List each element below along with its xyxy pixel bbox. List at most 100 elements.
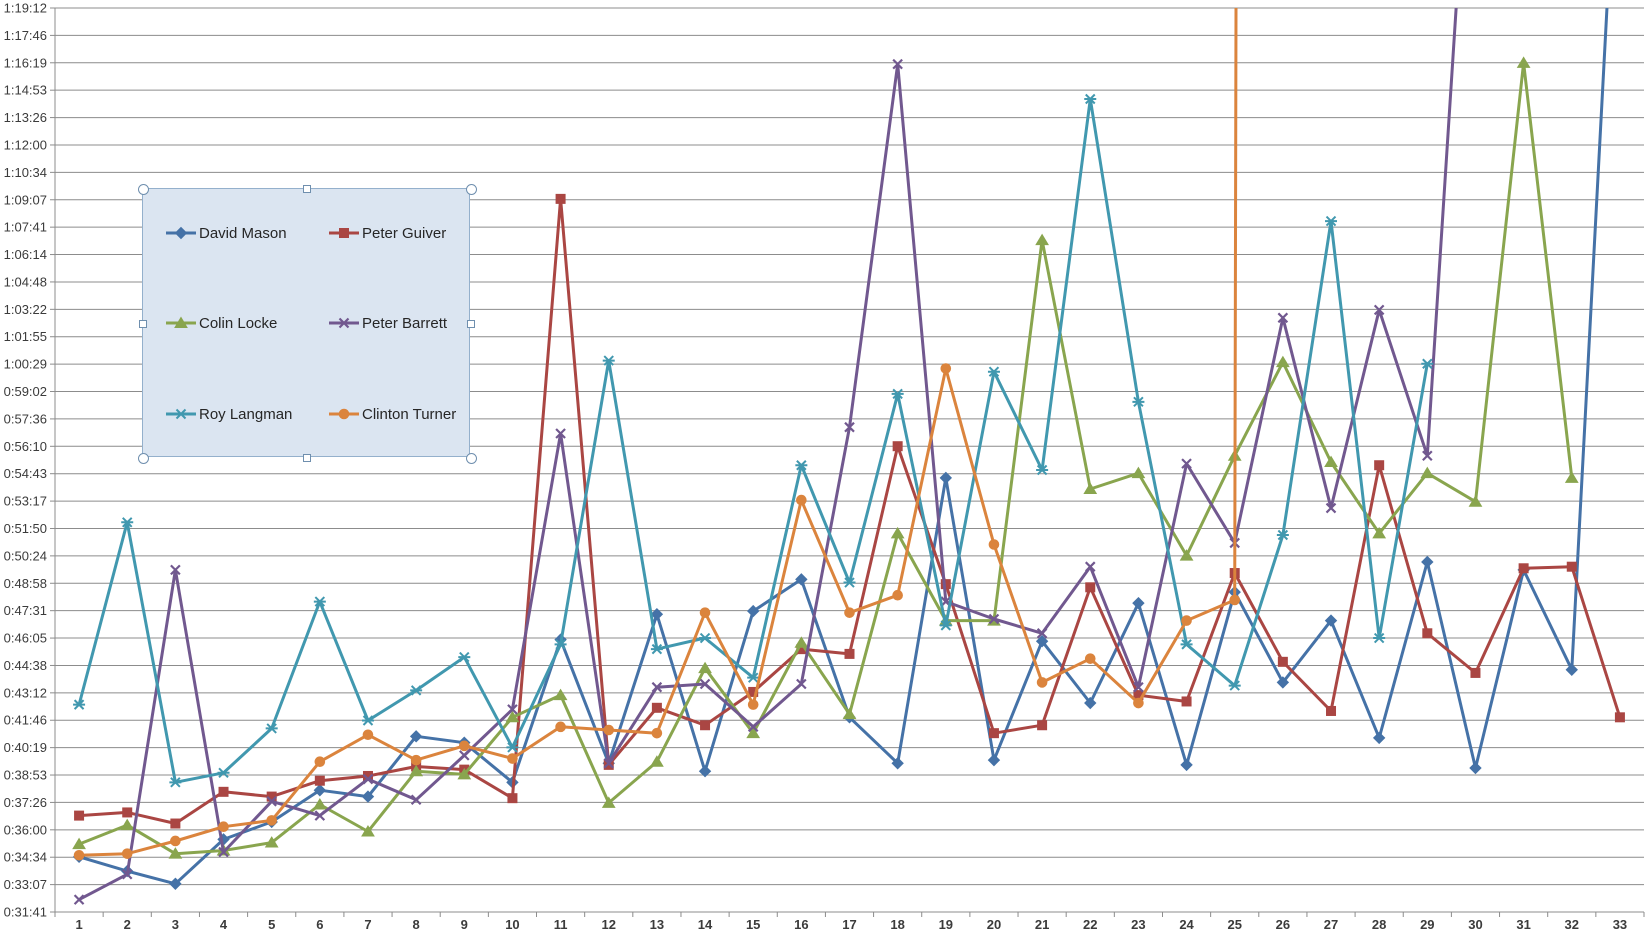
legend-entry-roy-langman[interactable]: Roy Langman — [166, 404, 292, 424]
legend-key-sample — [166, 226, 196, 240]
data-point-marker — [458, 740, 470, 752]
data-point-marker — [1372, 526, 1387, 539]
x-axis-label: 11 — [554, 917, 568, 932]
y-axis-label: 0:41:46 — [4, 713, 47, 728]
x-axis-label: 17 — [842, 917, 856, 932]
data-point-marker — [795, 573, 808, 586]
data-point-marker — [174, 226, 188, 240]
chart-legend[interactable]: David Mason Peter Guiver Colin Locke Peter … — [137, 183, 477, 464]
x-axis-label: 9 — [461, 917, 468, 932]
x-axis-label: 13 — [650, 917, 664, 932]
series-clinton-turner — [73, 8, 1241, 861]
legend-entry-peter-barrett[interactable]: Peter Barrett — [329, 313, 447, 333]
selection-handle[interactable] — [465, 183, 477, 195]
data-point-marker — [73, 849, 85, 861]
y-axis-label: 0:56:10 — [4, 439, 47, 454]
x-axis-label: 8 — [413, 917, 420, 932]
selection-handle[interactable] — [303, 454, 311, 462]
y-axis-label: 1:16:19 — [4, 55, 47, 70]
y-axis-label: 1:19:12 — [4, 1, 47, 16]
data-point-marker — [746, 726, 761, 739]
data-point-marker — [1326, 705, 1337, 716]
x-axis-label: 33 — [1613, 917, 1627, 932]
data-point-marker — [1084, 696, 1097, 710]
data-point-marker — [1133, 697, 1144, 709]
selection-handle[interactable] — [465, 452, 477, 464]
data-point-marker — [507, 753, 518, 764]
x-axis-label: 24 — [1179, 917, 1194, 932]
data-point-marker — [699, 607, 711, 618]
legend-entry-colin-locke[interactable]: Colin Locke — [166, 313, 277, 333]
x-axis-label: 25 — [1227, 917, 1241, 932]
data-point-marker — [361, 790, 375, 803]
data-point-marker — [457, 767, 472, 780]
x-axis-label: 6 — [316, 917, 323, 932]
data-point-marker — [1566, 561, 1577, 572]
y-axis-label: 0:47:31 — [4, 603, 47, 618]
y-axis-label: 0:54:43 — [4, 466, 47, 481]
data-point-marker — [1035, 635, 1049, 648]
y-axis-label: 0:51:50 — [4, 521, 47, 536]
data-point-marker — [1179, 549, 1194, 561]
data-point-marker — [1614, 712, 1625, 723]
y-axis-label: 0:37:26 — [4, 795, 47, 810]
data-point-marker — [844, 648, 855, 659]
x-axis-label: 20 — [987, 917, 1001, 932]
x-axis-label: 18 — [890, 917, 904, 932]
data-point-marker — [1035, 233, 1049, 246]
legend-entry-david-mason[interactable]: David Mason — [166, 223, 287, 243]
y-axis-label: 1:00:29 — [4, 357, 47, 372]
data-point-marker — [794, 636, 809, 648]
legend-entry-peter-guiver[interactable]: Peter Guiver — [329, 223, 446, 243]
legend-key-sample — [166, 316, 196, 328]
x-axis-label: 7 — [364, 917, 371, 932]
y-axis-label: 0:33:07 — [4, 877, 47, 892]
x-axis-label: 30 — [1468, 917, 1482, 932]
data-point-marker — [1516, 56, 1531, 68]
selection-handle[interactable] — [137, 452, 149, 464]
x-axis-label: 31 — [1516, 917, 1530, 932]
data-point-marker — [555, 193, 566, 204]
data-point-marker — [74, 810, 85, 821]
selection-handle[interactable] — [137, 183, 149, 195]
data-point-marker — [650, 608, 664, 621]
data-point-marker — [122, 807, 133, 818]
data-point-marker — [121, 848, 133, 859]
data-point-marker — [988, 539, 1000, 550]
legend-label: Peter Guiver — [362, 224, 447, 242]
selection-handle[interactable] — [467, 319, 475, 328]
data-point-marker — [601, 796, 616, 808]
data-point-marker — [842, 707, 857, 720]
y-axis-label: 1:17:46 — [4, 28, 47, 43]
data-point-marker — [361, 824, 375, 837]
y-axis-label: 1:13:26 — [4, 110, 47, 125]
legend-label: Roy Langman — [199, 405, 293, 423]
data-point-marker — [651, 727, 663, 739]
data-point-marker — [553, 688, 568, 701]
selection-handle[interactable] — [303, 185, 311, 193]
legend-entry-clinton-turner[interactable]: Clinton Turner — [329, 404, 456, 424]
data-point-marker — [312, 798, 327, 810]
y-axis-label: 0:34:34 — [4, 850, 47, 865]
y-axis-label: 0:40:19 — [4, 740, 47, 755]
x-axis-label: 14 — [698, 917, 713, 932]
data-point-marker — [1468, 495, 1483, 507]
data-point-marker — [844, 607, 855, 618]
x-axis-label: 15 — [746, 917, 760, 932]
x-axis-label: 10 — [505, 917, 519, 932]
y-axis-label: 0:57:36 — [4, 411, 47, 426]
data-point-marker — [1421, 555, 1434, 569]
data-point-marker — [1470, 667, 1481, 678]
data-point-marker — [1275, 355, 1290, 368]
x-axis-label: 26 — [1276, 917, 1290, 932]
y-axis-label: 1:10:34 — [4, 165, 47, 180]
y-axis-label: 0:59:02 — [4, 384, 47, 399]
data-point-marker — [698, 765, 712, 778]
data-point-marker — [650, 755, 664, 767]
data-point-marker — [651, 702, 662, 713]
data-point-marker — [1564, 471, 1579, 483]
data-point-marker — [170, 835, 181, 847]
selection-handle[interactable] — [139, 319, 147, 328]
x-axis-label: 27 — [1324, 917, 1338, 932]
data-point-marker — [174, 316, 188, 328]
